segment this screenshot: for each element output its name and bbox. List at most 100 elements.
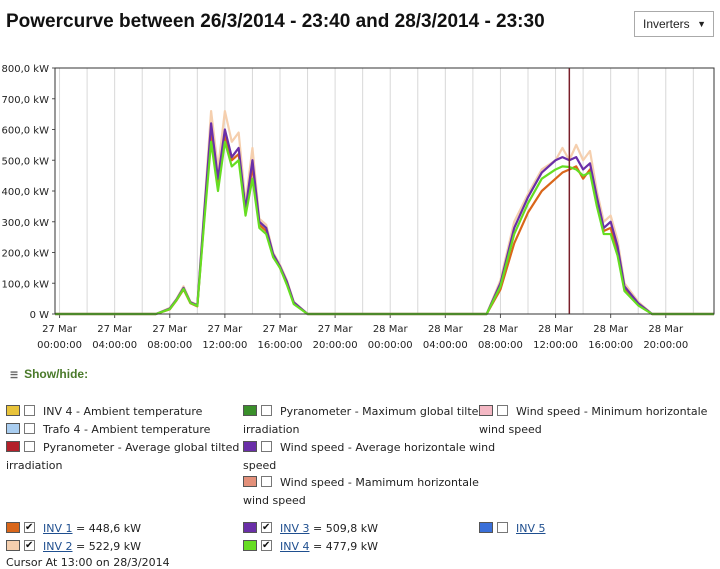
x-tick-label: 28 Mar — [593, 324, 629, 335]
y-tick-label: 600,0 kW — [2, 126, 50, 137]
power-curve-chart[interactable]: 0 W 100,0 kW 200,0 kW 300,0 kW 400,0 kW 500,0… — [0, 58, 720, 358]
inverter-checkbox[interactable] — [261, 537, 272, 555]
legend-swatch — [479, 405, 493, 416]
show-hide-label: Show/hide: — [24, 367, 89, 381]
legend-item-wind-maximum[interactable]: Wind speed - Mamimum horizontale — [243, 474, 479, 492]
inverter-checkbox[interactable] — [497, 522, 508, 533]
inverter-item-inv2[interactable]: INV 2 = 522,9 kW — [6, 537, 141, 556]
x-tick-label: 28 Mar — [648, 324, 684, 335]
y-tick-label: 700,0 kW — [2, 95, 50, 106]
x-tick-label: 27 Mar — [152, 324, 188, 335]
inverter-item-inv4[interactable]: INV 4 = 477,9 kW — [243, 537, 378, 556]
legend-item-wind-average[interactable]: Wind speed - Average horizontale wind — [243, 439, 495, 457]
x-tick-label: 08:00:00 — [478, 340, 523, 351]
inverter-item-inv5[interactable]: INV 5 — [479, 520, 546, 538]
inverter-value: = 509,8 kW — [313, 522, 378, 535]
x-tick-label: 28 Mar — [483, 324, 519, 335]
cursor-readout: Cursor At 13:00 on 28/3/2014 — [6, 556, 170, 569]
plot-border — [54, 67, 715, 315]
x-tick-label: 00:00:00 — [368, 340, 413, 351]
y-tick-label: 400,0 kW — [2, 187, 50, 198]
x-tick-label: 28 Mar — [373, 324, 409, 335]
legend-label: Trafo 4 - Ambient temperature — [43, 423, 211, 436]
legend-item-pyranometer-average[interactable]: Pyranometer - Average global tilted — [6, 439, 239, 457]
x-tick-label: 27 Mar — [42, 324, 78, 335]
inverter-value: = 522,9 kW — [76, 540, 141, 553]
legend-item-inv4-ambient[interactable]: INV 4 - Ambient temperature — [6, 403, 202, 421]
inverter-checkbox[interactable] — [261, 519, 272, 537]
inverter-item-inv3[interactable]: INV 3 = 509,8 kW — [243, 519, 378, 538]
legend-swatch — [243, 405, 257, 416]
legend-label-cont: wind speed — [479, 423, 542, 436]
legend-checkbox[interactable] — [24, 405, 35, 416]
legend-label: Pyranometer - Maximum global tilted — [280, 405, 486, 418]
show-hide-toggle[interactable]: ☰ Show/hide: — [10, 367, 88, 381]
x-tick-label: 16:00:00 — [588, 340, 633, 351]
y-tick-label: 0 W — [30, 310, 50, 321]
inverter-item-inv1[interactable]: INV 1 = 448,6 kW — [6, 519, 141, 538]
x-tick-label: 27 Mar — [97, 324, 133, 335]
inverter-swatch — [6, 540, 20, 551]
x-tick-label: 08:00:00 — [147, 340, 192, 351]
y-tick-label: 800,0 kW — [2, 64, 50, 75]
legend-label: Wind speed - Mamimum horizontale — [280, 476, 479, 489]
x-tick-label: 12:00:00 — [202, 340, 247, 351]
collapse-toggle-icon: ☰ — [10, 370, 19, 380]
legend-checkbox[interactable] — [261, 476, 272, 487]
inverter-checkbox[interactable] — [24, 537, 35, 555]
page-title: Powercurve between 26/3/2014 - 23:40 and… — [6, 11, 545, 32]
series-group-dropdown[interactable]: Inverters ▼ — [634, 11, 714, 37]
x-tick-label: 20:00:00 — [643, 340, 688, 351]
legend-swatch — [243, 441, 257, 452]
chevron-down-icon: ▼ — [697, 19, 706, 29]
y-tick-label: 500,0 kW — [2, 156, 50, 167]
x-tick-label: 00:00:00 — [37, 340, 82, 351]
legend-swatch — [6, 405, 20, 416]
legend-checkbox[interactable] — [261, 405, 272, 416]
dropdown-value: Inverters — [643, 17, 690, 31]
inverter-swatch — [243, 540, 257, 551]
x-tick-label: 27 Mar — [318, 324, 354, 335]
legend-label-cont: speed — [243, 459, 277, 472]
legend-swatch — [243, 476, 257, 487]
inverter-link[interactable]: INV 3 — [280, 522, 310, 535]
x-tick-label: 28 Mar — [428, 324, 464, 335]
legend-checkbox[interactable] — [497, 405, 508, 416]
legend-label: Wind speed - Average horizontale wind — [280, 441, 496, 454]
inverter-checkbox[interactable] — [24, 519, 35, 537]
legend-label-cont: irradiation — [6, 459, 63, 472]
series-line-inv-4 — [55, 140, 714, 316]
legend-item-trafo4-ambient[interactable]: Trafo 4 - Ambient temperature — [6, 421, 210, 439]
legend-checkbox[interactable] — [24, 423, 35, 434]
legend-label: Pyranometer - Average global tilted — [43, 441, 240, 454]
x-tick-label: 12:00:00 — [533, 340, 578, 351]
legend-item-wind-minimum[interactable]: Wind speed - Minimum horizontale — [479, 403, 707, 421]
x-tick-label: 20:00:00 — [313, 340, 358, 351]
x-tick-label: 04:00:00 — [423, 340, 468, 351]
legend-swatch — [6, 423, 20, 434]
inverter-link[interactable]: INV 1 — [43, 522, 73, 535]
inverter-link[interactable]: INV 2 — [43, 540, 73, 553]
inverter-link[interactable]: INV 4 — [280, 540, 310, 553]
legend-checkbox[interactable] — [24, 441, 35, 452]
plot-area — [55, 68, 714, 314]
y-tick-label: 300,0 kW — [2, 218, 50, 229]
y-tick-label: 200,0 kW — [2, 249, 50, 260]
inverter-swatch — [6, 522, 20, 533]
x-tick-label: 27 Mar — [263, 324, 299, 335]
legend-label: Wind speed - Minimum horizontale — [516, 405, 708, 418]
legend-label-cont: wind speed — [243, 494, 306, 507]
legend-label-cont: irradiation — [243, 423, 300, 436]
legend-label: INV 4 - Ambient temperature — [43, 405, 203, 418]
inverter-link[interactable]: INV 5 — [516, 522, 546, 535]
x-tick-label: 04:00:00 — [92, 340, 137, 351]
inverter-value: = 477,9 kW — [313, 540, 378, 553]
y-tick-label: 100,0 kW — [2, 279, 50, 290]
x-tick-label: 27 Mar — [207, 324, 243, 335]
inverter-swatch — [479, 522, 493, 533]
legend-item-pyranometer-maximum[interactable]: Pyranometer - Maximum global tilted — [243, 403, 485, 421]
x-tick-label: 16:00:00 — [258, 340, 303, 351]
legend-checkbox[interactable] — [261, 441, 272, 452]
inverter-swatch — [243, 522, 257, 533]
inverter-value: = 448,6 kW — [76, 522, 141, 535]
